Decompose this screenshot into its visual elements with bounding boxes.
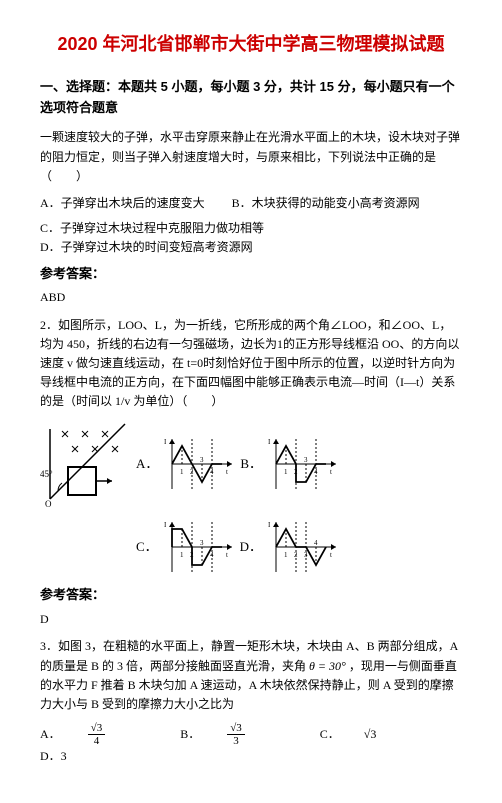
svg-text:t: t	[330, 468, 332, 476]
svg-text:2: 2	[294, 468, 298, 476]
q3-options: A． √34 B． √33 C．√3 D．3	[40, 722, 462, 766]
q1-stem: 一颗速度较大的子弹，水平击穿原来静止在光滑水平面上的木块，设木块对子弹的阻力恒定…	[40, 128, 462, 186]
q2-graph-c: 12 34 t I	[164, 517, 234, 577]
svg-text:4: 4	[210, 551, 214, 559]
section-heading: 一、选择题：本题共 5 小题，每小题 3 分，共计 15 分，每小题只有一个选项…	[40, 77, 462, 119]
q1-opt-d: D．子弹穿过木块的时间变短高考资源网	[40, 238, 253, 257]
q2-graph-d: 12 34 t I	[268, 517, 338, 577]
q2-opt-b-label: B．	[240, 454, 262, 475]
q3-opt-c: C．√3	[320, 725, 401, 744]
svg-text:1: 1	[180, 468, 184, 476]
svg-text:1: 1	[180, 551, 184, 559]
q2-opt-c-label: C．	[136, 537, 158, 558]
svg-text:I: I	[268, 438, 271, 446]
answer-label-2: 参考答案：	[40, 585, 462, 606]
q2-opt-a-label: A．	[136, 454, 158, 475]
q2-answer: D	[40, 610, 462, 629]
svg-text:4: 4	[314, 539, 318, 547]
svg-text:2: 2	[294, 551, 298, 559]
q1-options-row1: A．子弹穿出木块后的速度变大 B．木块获得的动能变小高考资源网	[40, 194, 462, 213]
svg-text:4: 4	[210, 468, 214, 476]
q1-opt-c: C．子弹穿过木块过程中克服阻力做功相等	[40, 219, 264, 238]
q3-opt-d: D．3	[40, 747, 67, 766]
page-title: 2020 年河北省邯郸市大街中学高三物理模拟试题	[40, 30, 462, 59]
svg-text:t: t	[226, 468, 228, 476]
svg-text:t: t	[226, 551, 228, 559]
svg-text:I: I	[164, 521, 167, 529]
q2-diagram-row2: C． 12 34 tI D． 12 34 tI	[136, 517, 462, 577]
svg-text:t: t	[330, 551, 332, 559]
svg-text:3: 3	[304, 456, 308, 464]
answer-label-1: 参考答案：	[40, 264, 462, 285]
q2-graph-b: 12 34 t I	[268, 434, 338, 494]
svg-text:I: I	[268, 521, 271, 529]
q2-diagram-row: 45° O A． 12 34 tI B． 12 34 tI	[40, 419, 462, 509]
svg-text:1: 1	[284, 551, 288, 559]
svg-text:4: 4	[314, 468, 318, 476]
q2-stem: 2．如图所示，LOO、L，为一折线，它所形成的两个角∠LOO，和∠OO、L，均为…	[40, 316, 462, 412]
svg-text:2: 2	[190, 468, 194, 476]
svg-text:2: 2	[190, 551, 194, 559]
q3-theta: θ = 30°	[309, 659, 346, 673]
svg-text:3: 3	[304, 551, 308, 559]
q1-opt-b: B．木块获得的动能变小高考资源网	[232, 194, 420, 213]
svg-text:1: 1	[284, 468, 288, 476]
q3-opt-a: A． √34	[40, 722, 153, 747]
svg-text:3: 3	[200, 539, 204, 547]
q2-field-diagram: 45° O	[40, 419, 130, 509]
q2-opt-d-label: D．	[240, 537, 262, 558]
q1-opt-a: A．子弹穿出木块后的速度变大	[40, 194, 205, 213]
q1-answer: ABD	[40, 288, 462, 307]
svg-text:3: 3	[200, 456, 204, 464]
q2-graph-a: 12 34 t I	[164, 434, 234, 494]
q3-opt-b: B． √33	[180, 722, 293, 747]
q1-options-row2: C．子弹穿过木块过程中克服阻力做功相等 D．子弹穿过木块的时间变短高考资源网	[40, 219, 462, 257]
svg-text:O: O	[45, 499, 52, 509]
svg-text:I: I	[164, 438, 167, 446]
svg-text:45°: 45°	[40, 469, 53, 479]
